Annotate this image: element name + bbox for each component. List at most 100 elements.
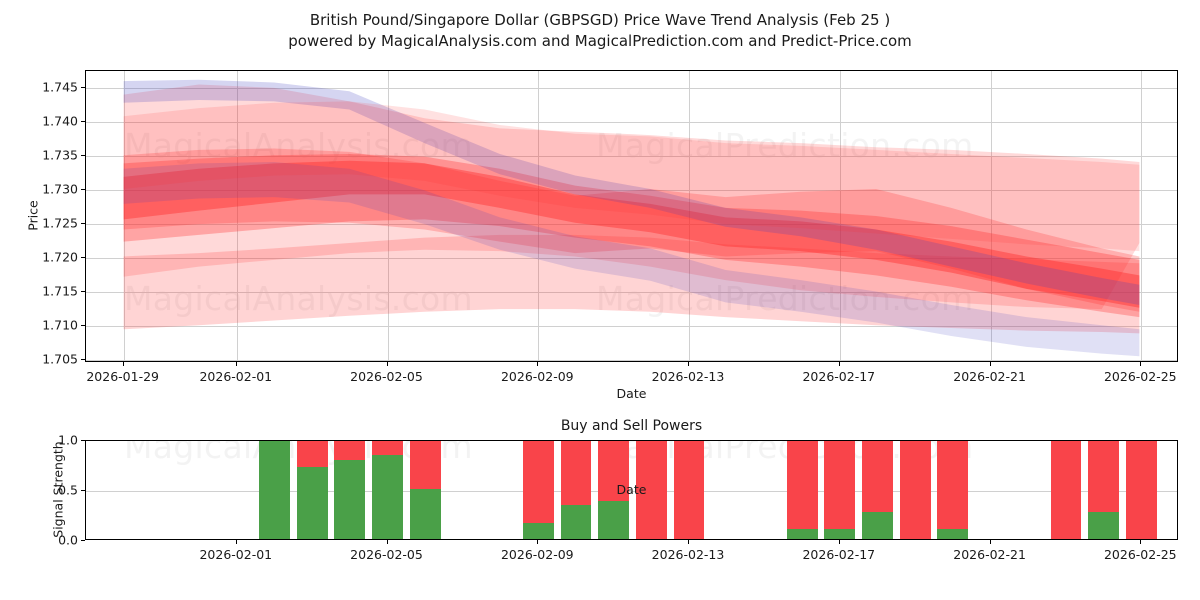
sell-power-segment [1088, 441, 1120, 512]
x-tick-mark [1140, 362, 1142, 366]
y-tick-label: 0.5 [58, 482, 78, 498]
gridline-horizontal [86, 291, 1177, 293]
x-tick-label: 2026-02-09 [500, 369, 574, 384]
power-bar [560, 441, 592, 539]
sell-power-segment [522, 441, 554, 523]
x-tick-mark [688, 540, 689, 544]
power-bar [372, 441, 403, 539]
gridline-vertical [839, 71, 841, 361]
power-bar [296, 441, 328, 539]
sell-power-segment [560, 441, 592, 505]
band-violet-lower [123, 162, 1140, 357]
sell-power-segment [862, 441, 893, 512]
band-lower-outer [123, 234, 1140, 334]
gridline-horizontal [86, 88, 1177, 89]
price-x-axis-title: Date [616, 386, 647, 401]
page-title: British Pound/Singapore Dollar (GBPSGD) … [309, 11, 891, 29]
y-tick-label: 1.710 [42, 317, 78, 333]
x-tick-mark [838, 540, 840, 544]
buy-sell-powers-chart: Buy and Sell Powers MagicalAnalysis.com … [51, 418, 1178, 562]
x-tick-label: 2026-01-29 [86, 369, 160, 384]
power-bar [824, 441, 856, 539]
sell-power-segment [296, 441, 328, 467]
buy-power-segment [598, 501, 630, 539]
power-bar-group [86, 441, 1177, 539]
power-bar [1088, 441, 1120, 539]
page-subtitle: powered by MagicalAnalysis.com and Magic… [288, 32, 912, 50]
chart-title-block: British Pound/Singapore Dollar (GBPSGD) … [0, 10, 1200, 52]
x-tick-mark [235, 362, 237, 366]
power-bar [598, 441, 630, 539]
power-bar [409, 441, 441, 539]
x-tick-label: 2026-02-01 [199, 547, 273, 562]
price-plot-frame: MagicalAnalysis.com MagicalPrediction.co… [85, 70, 1178, 362]
power-bar [522, 441, 554, 539]
power-bar [1050, 441, 1082, 539]
y-tick-label: 1.720 [42, 249, 78, 265]
sell-power-segment [673, 441, 705, 539]
gridline-horizontal [86, 155, 1177, 157]
gridline-vertical [689, 71, 690, 361]
x-tick-mark [386, 362, 388, 366]
y-tick-label: 1.0 [58, 432, 78, 448]
y-tick-label: 1.740 [42, 113, 78, 129]
x-tick-mark [235, 540, 237, 544]
x-tick-label: 2026-02-13 [651, 547, 725, 562]
power-bar [862, 441, 893, 539]
y-tick-mark [81, 87, 85, 88]
gridline-horizontal [86, 223, 1177, 225]
y-tick-mark [81, 358, 85, 360]
buy-power-segment [786, 529, 818, 539]
y-tick-mark [81, 324, 85, 326]
x-tick-label: 2026-02-01 [199, 369, 273, 384]
sell-power-segment [598, 441, 630, 501]
power-bar [1125, 441, 1157, 539]
price-wave-chart: MagicalAnalysis.com MagicalPrediction.co… [26, 70, 1178, 401]
x-tick-label: 2026-02-05 [350, 369, 423, 384]
sell-power-segment [372, 441, 403, 455]
y-tick-label: 1.730 [42, 181, 78, 197]
x-tick-label: 2026-02-21 [953, 547, 1026, 562]
x-tick-mark [537, 362, 539, 366]
buy-power-segment [560, 505, 592, 539]
sell-power-segment [334, 441, 366, 460]
power-bar [786, 441, 818, 539]
x-tick-mark [537, 540, 539, 544]
power-bar [899, 441, 931, 539]
y-tick-mark [81, 188, 85, 190]
y-tick-label: 0.0 [58, 532, 78, 548]
x-tick-mark [386, 540, 388, 544]
x-tick-label: 2026-02-09 [500, 547, 574, 562]
y-tick-mark [81, 290, 85, 292]
gridline-vertical [387, 71, 389, 361]
x-tick-mark [1140, 540, 1142, 544]
buy-power-segment [296, 467, 328, 539]
sell-power-segment [1125, 441, 1157, 539]
power-bar [937, 441, 969, 539]
sell-power-segment [786, 441, 818, 529]
price-wave-bands [123, 79, 1140, 357]
gridline-horizontal [86, 121, 1177, 123]
x-tick-label: 2026-02-17 [802, 369, 876, 384]
y-tick-label: 1.725 [42, 215, 78, 231]
y-tick-mark [81, 222, 85, 224]
gridline-horizontal [86, 359, 1177, 361]
gridline-horizontal [86, 257, 1177, 259]
buy-power-segment [937, 529, 969, 539]
x-tick-label: 2026-02-21 [953, 369, 1026, 384]
power-x-axis-title: Date [616, 482, 647, 497]
x-tick-label: 2026-02-25 [1103, 547, 1177, 562]
buy-power-segment [409, 489, 441, 539]
power-y-axis-title: Signal Strength [50, 441, 66, 538]
y-tick-mark [81, 154, 85, 156]
band-mid-secondary [123, 148, 1140, 312]
x-tick-label: 2026-02-25 [1103, 369, 1177, 384]
x-tick-mark [989, 362, 991, 366]
x-tick-mark [838, 362, 840, 366]
x-tick-label: 2026-02-17 [802, 547, 876, 562]
sell-power-segment [937, 441, 969, 529]
x-tick-label: 2026-02-13 [651, 369, 725, 384]
y-tick-mark [81, 490, 85, 491]
power-bar [673, 441, 705, 539]
y-tick-mark [81, 120, 85, 122]
